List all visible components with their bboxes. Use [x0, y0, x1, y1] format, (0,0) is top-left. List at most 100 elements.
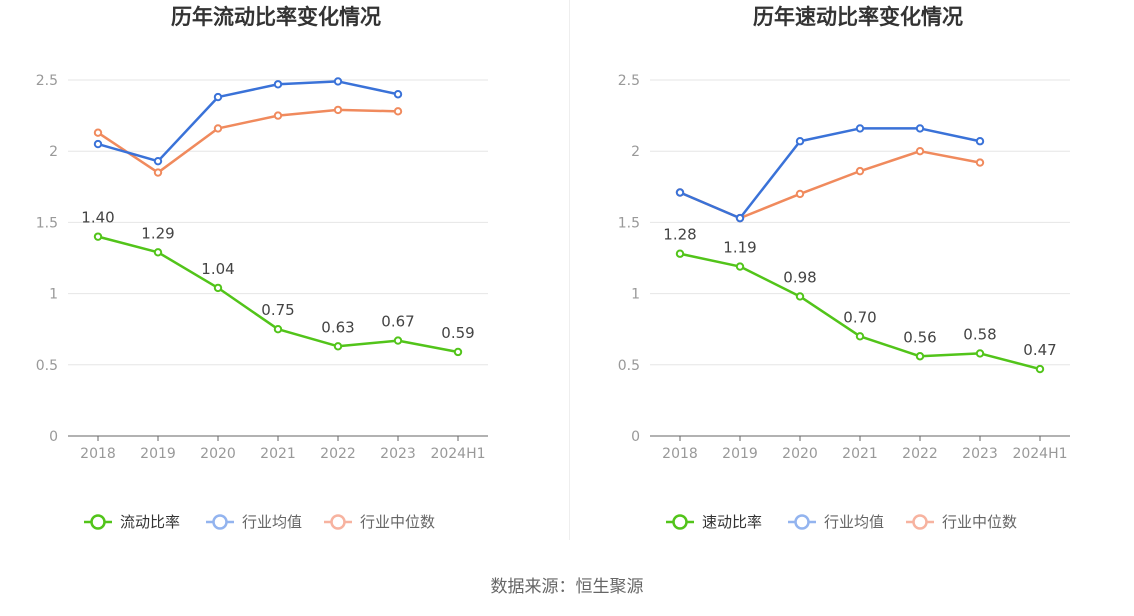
legend-label: 行业中位数 — [360, 513, 435, 531]
legend-marker — [912, 514, 928, 530]
x-tick-label: 2021 — [842, 446, 878, 462]
legend-marker — [794, 514, 810, 530]
data-point — [675, 249, 685, 258]
data-label: 1.04 — [201, 260, 234, 278]
data-point — [855, 332, 865, 341]
data-label: 0.58 — [963, 325, 996, 343]
x-tick-label: 2018 — [662, 446, 698, 462]
chart-title: 历年速动比率变化情况 — [753, 5, 963, 29]
legend-label: 行业均值 — [824, 513, 884, 531]
legend-item-2: 行业均值 — [788, 513, 884, 531]
data-point — [273, 80, 283, 89]
data-point — [93, 128, 103, 137]
y-tick-label: 1 — [631, 287, 640, 303]
chart-panel-1: 历年流动比率变化情况 0 0.5 1 1.5 2 2.5 2018 2019 2020 2021 20… — [36, 5, 488, 531]
data-point — [273, 325, 283, 334]
data-label: 0.47 — [1023, 341, 1056, 359]
series-line-1 — [97, 235, 459, 354]
chart-panel-2: 历年速动比率变化情况 0 0.5 1 1.5 2 2.5 2018 2019 2020 2021 20… — [618, 5, 1070, 531]
data-point — [153, 168, 163, 177]
data-point — [333, 105, 343, 115]
y-tick-label: 1.5 — [618, 215, 640, 231]
data-point — [393, 90, 403, 99]
data-label: 0.75 — [261, 301, 294, 319]
data-point — [795, 292, 805, 301]
data-label: 0.70 — [843, 308, 876, 326]
y-tick-label: 0.5 — [618, 358, 640, 374]
data-point — [333, 77, 343, 86]
x-tick-label: 2020 — [782, 446, 818, 462]
y-tick-label: 0 — [49, 429, 58, 445]
y-tick-label: 2 — [631, 144, 640, 160]
panel-divider — [569, 0, 570, 540]
y-tick-label: 2.5 — [36, 73, 58, 89]
data-point — [675, 188, 685, 197]
data-point — [93, 139, 103, 149]
series-line-2 — [97, 80, 399, 163]
data-point — [915, 352, 925, 361]
data-point — [975, 137, 985, 146]
data-label: 0.56 — [903, 328, 936, 346]
x-tick-label: 2024H1 — [430, 446, 485, 462]
x-tick-label: 2019 — [722, 446, 758, 462]
legend-item-3: 行业中位数 — [906, 513, 1017, 531]
y-tick-label: 0.5 — [36, 358, 58, 374]
data-label: 1.29 — [141, 224, 174, 242]
data-point — [735, 213, 745, 223]
y-tick-label: 1 — [49, 287, 58, 303]
data-point — [855, 166, 865, 176]
data-point — [975, 158, 985, 167]
series-line-2 — [679, 127, 981, 220]
legend-label: 行业中位数 — [942, 513, 1017, 531]
legend-label: 行业均值 — [242, 513, 302, 531]
x-tick-label: 2020 — [200, 446, 236, 462]
data-point — [855, 124, 865, 133]
legend-label: 速动比率 — [702, 513, 762, 531]
data-point — [93, 232, 103, 241]
x-tick-label: 2018 — [80, 446, 116, 462]
data-point — [393, 107, 403, 116]
data-point — [273, 111, 283, 120]
data-label: 0.63 — [321, 318, 354, 336]
data-point — [213, 124, 223, 133]
data-label: 1.28 — [663, 226, 696, 244]
data-point — [1035, 364, 1045, 374]
data-point — [153, 156, 163, 166]
y-tick-label: 1.5 — [36, 215, 58, 231]
data-point — [915, 124, 925, 133]
data-point — [735, 262, 745, 271]
data-label: 0.59 — [441, 324, 474, 342]
data-point — [975, 349, 985, 358]
legend-label: 流动比率 — [120, 513, 180, 531]
data-point — [393, 336, 403, 345]
legend-item-3: 行业中位数 — [324, 513, 435, 531]
data-point — [795, 189, 805, 199]
legend-marker — [212, 514, 228, 530]
legend-marker — [90, 514, 106, 530]
legend-item-1: 流动比率 — [84, 513, 180, 531]
x-tick-label: 2024H1 — [1012, 446, 1067, 462]
y-tick-label: 0 — [631, 429, 640, 445]
x-tick-label: 2019 — [140, 446, 176, 462]
data-source-note: 数据来源：恒生聚源 — [490, 577, 644, 597]
legend-marker — [330, 514, 346, 530]
data-point — [333, 342, 343, 351]
x-tick-label: 2022 — [902, 446, 938, 462]
legend-item-2: 行业均值 — [206, 513, 302, 531]
data-point — [795, 137, 805, 146]
data-point — [915, 147, 925, 156]
y-tick-label: 2.5 — [618, 73, 640, 89]
x-tick-label: 2023 — [962, 446, 998, 462]
x-tick-label: 2023 — [380, 446, 416, 462]
data-point — [213, 92, 223, 102]
legend-marker — [672, 514, 688, 530]
data-label: 1.40 — [81, 209, 114, 227]
series-line-3 — [97, 108, 399, 174]
legend-item-1: 速动比率 — [666, 513, 762, 531]
data-point — [213, 283, 223, 293]
series-line-3 — [679, 149, 981, 220]
data-label: 1.19 — [723, 239, 756, 257]
data-label: 0.98 — [783, 268, 816, 286]
y-tick-label: 2 — [49, 144, 58, 160]
